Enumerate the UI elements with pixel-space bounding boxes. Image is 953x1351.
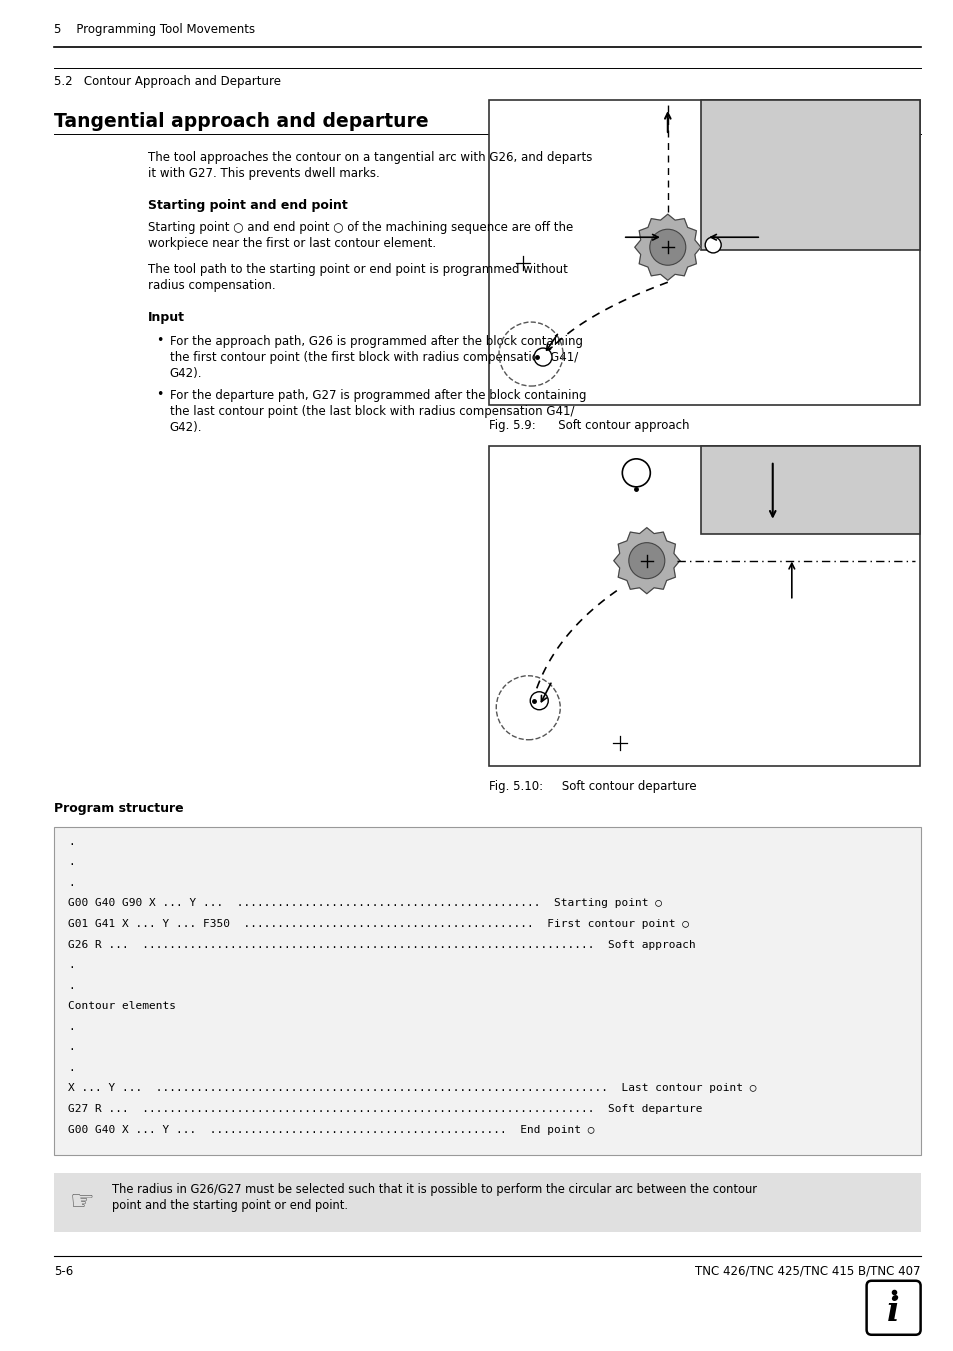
Text: Tangential approach and departure: Tangential approach and departure [54, 112, 429, 131]
Text: .: . [69, 878, 75, 888]
Text: •: • [155, 388, 163, 401]
Text: Program structure: Program structure [54, 802, 184, 816]
Text: For the departure path, G27 is programmed after the block containing: For the departure path, G27 is programme… [170, 389, 586, 403]
Text: ☞: ☞ [70, 1189, 94, 1216]
Text: X ... Y ...  ...................................................................: X ... Y ... ............................… [69, 1084, 756, 1093]
Text: i: i [886, 1296, 899, 1328]
Text: TNC 426/TNC 425/TNC 415 B/TNC 407: TNC 426/TNC 425/TNC 415 B/TNC 407 [695, 1265, 920, 1278]
Text: For the approach path, G26 is programmed after the block containing: For the approach path, G26 is programmed… [170, 335, 582, 349]
Text: The tool approaches the contour on a tangential arc with G26, and departs: The tool approaches the contour on a tan… [148, 151, 592, 165]
FancyBboxPatch shape [865, 1281, 920, 1335]
Text: the first contour point (the first block with radius compensation G41/: the first contour point (the first block… [170, 351, 578, 365]
Text: .: . [69, 961, 75, 970]
Circle shape [628, 543, 664, 578]
Text: radius compensation.: radius compensation. [148, 280, 275, 292]
Text: point and the starting point or end point.: point and the starting point or end poin… [112, 1198, 348, 1212]
Text: .: . [69, 1021, 75, 1032]
Bar [700, 446, 919, 534]
Text: G42).: G42). [170, 422, 202, 434]
Text: Fig. 5.10:     Soft contour departure: Fig. 5.10: Soft contour departure [489, 780, 697, 793]
Circle shape [704, 236, 720, 253]
Circle shape [621, 459, 650, 486]
Text: The tool path to the starting point or end point is programmed without: The tool path to the starting point or e… [148, 263, 567, 277]
Text: G27 R ...  ...................................................................  : G27 R ... ..............................… [69, 1104, 702, 1115]
Text: it with G27. This prevents dwell marks.: it with G27. This prevents dwell marks. [148, 168, 379, 180]
Text: G42).: G42). [170, 367, 202, 381]
Text: Contour elements: Contour elements [69, 1001, 176, 1012]
Bar [700, 100, 919, 250]
Text: •: • [155, 334, 163, 347]
Circle shape [534, 349, 552, 366]
Text: .: . [69, 836, 75, 847]
Text: Starting point and end point: Starting point and end point [148, 200, 347, 212]
Bar [489, 100, 919, 405]
Text: .: . [69, 1063, 75, 1073]
Bar [54, 827, 920, 1155]
Text: G00 G40 X ... Y ...  ............................................  End point ○: G00 G40 X ... Y ... ....................… [69, 1124, 595, 1135]
Text: .: . [69, 1043, 75, 1052]
Polygon shape [613, 528, 679, 593]
Text: the last contour point (the last block with radius compensation G41/: the last contour point (the last block w… [170, 405, 574, 419]
Text: The radius in G26/G27 must be selected such that it is possible to perform the c: The radius in G26/G27 must be selected s… [112, 1182, 757, 1196]
Text: Starting point ○ and end point ○ of the machining sequence are off the: Starting point ○ and end point ○ of the … [148, 222, 573, 234]
Circle shape [530, 692, 548, 709]
Bar [54, 1173, 920, 1232]
Polygon shape [634, 215, 700, 280]
Text: G26 R ...  ...................................................................  : G26 R ... ..............................… [69, 939, 696, 950]
Text: 5.2   Contour Approach and Departure: 5.2 Contour Approach and Departure [54, 74, 281, 88]
Text: Input: Input [148, 311, 185, 324]
Text: 5-6: 5-6 [54, 1265, 73, 1278]
Text: Fig. 5.9:      Soft contour approach: Fig. 5.9: Soft contour approach [489, 419, 689, 432]
Text: 5    Programming Tool Movements: 5 Programming Tool Movements [54, 23, 255, 36]
Text: .: . [69, 858, 75, 867]
Text: G00 G40 G90 X ... Y ...  .............................................  Starting: G00 G40 G90 X ... Y ... ................… [69, 898, 661, 908]
Text: .: . [69, 981, 75, 990]
Bar [489, 446, 919, 766]
Text: G01 G41 X ... Y ... F350  ...........................................  First con: G01 G41 X ... Y ... F350 ...............… [69, 919, 689, 929]
Circle shape [649, 230, 685, 265]
Text: workpiece near the first or last contour element.: workpiece near the first or last contour… [148, 238, 436, 250]
